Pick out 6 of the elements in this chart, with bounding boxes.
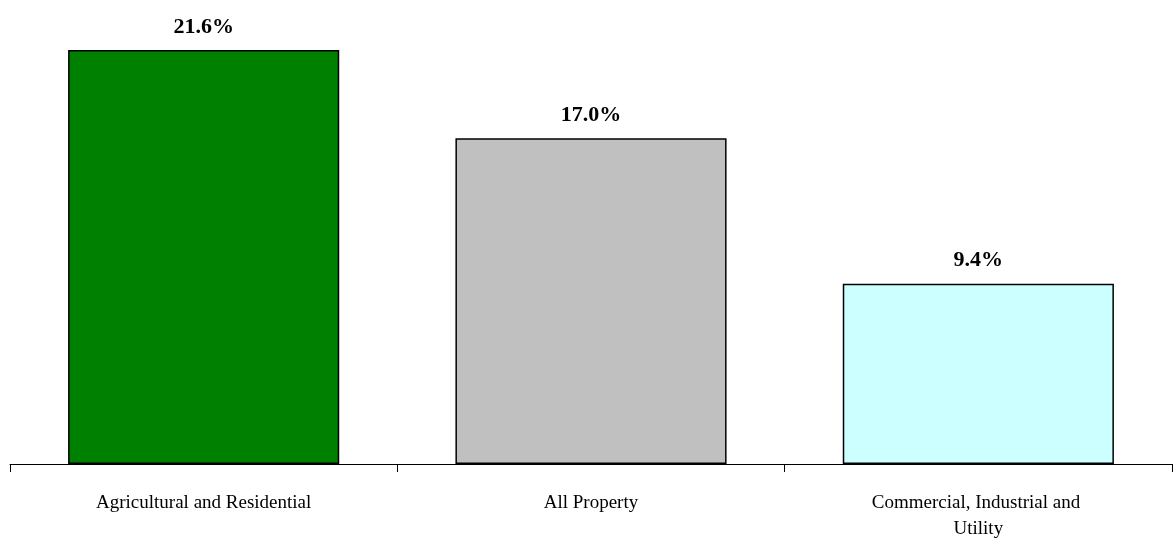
x-tick-label: Commercial, Industrial and Utility (871, 490, 1085, 538)
data-label: 21.6% (173, 12, 234, 38)
data-label: 17.0% (560, 100, 622, 126)
x-tick-label: All Property (543, 490, 639, 512)
x-tick-label: Agricultural and Residential (96, 490, 312, 512)
data-label: 9.4% (953, 246, 1004, 272)
